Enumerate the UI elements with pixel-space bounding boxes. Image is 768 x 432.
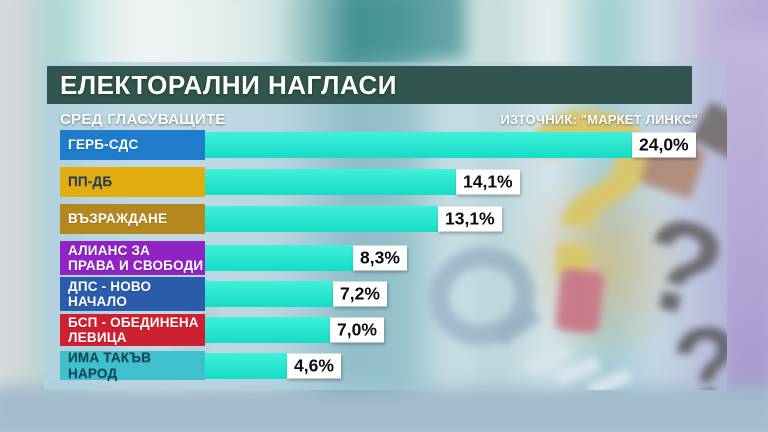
party-label-line: ИМА ТАКЪВ	[68, 350, 152, 366]
party-label-box: БСП - ОБЕДИНЕНА ЛЕВИЦА	[60, 314, 205, 346]
chart-subtitle: СРЕД ГЛАСУВАЩИТЕ	[60, 110, 226, 128]
subtitle-row: СРЕД ГЛАСУВАЩИТЕ ИЗТОЧНИК: "МАРКЕТ ЛИНКС…	[60, 108, 698, 130]
party-row: ИМА ТАКЪВ НАРОД 4,6%	[44, 350, 727, 381]
result-value: 24,0%	[632, 132, 696, 158]
result-value: 14,1%	[456, 169, 520, 195]
party-label-box: ВЪЗРАЖДАНЕ	[60, 204, 205, 234]
result-value: 7,0%	[330, 317, 384, 343]
background-bottom-band	[0, 386, 768, 432]
background-teal-band	[346, 0, 466, 61]
source-label: ИЗТОЧНИК: "МАРКЕТ ЛИНКС"	[500, 111, 698, 127]
party-label-box: ПП-ДБ	[60, 167, 205, 197]
party-label-line: ПРАВА И СВОБОДИ	[68, 258, 204, 273]
result-bar	[205, 352, 287, 379]
result-value: 13,1%	[438, 206, 502, 232]
result-bar	[205, 281, 333, 307]
background-lavender-strip	[724, 32, 768, 392]
party-label-box: ГЕРБ-СДС	[60, 130, 205, 160]
party-label-line: БСП - ОБЕДИНЕНА	[68, 314, 199, 330]
chart-panel: ? ? ? ЕЛЕКТОРАЛНИ НАГЛАСИ СРЕД ГЛАСУВАЩИ…	[44, 62, 727, 390]
result-bar	[205, 169, 456, 195]
party-label-line: ВЪЗРАЖДАНЕ	[68, 211, 168, 227]
result-value: 4,6%	[287, 353, 341, 378]
party-label-line: ЛЕВИЦА	[68, 330, 127, 345]
party-label-line: ГЕРБ-СДС	[68, 137, 139, 153]
result-value: 7,2%	[333, 281, 387, 307]
party-label-line: ПП-ДБ	[68, 174, 113, 190]
party-row: ВЪЗРАЖДАНЕ 13,1%	[44, 204, 727, 234]
party-label-box: АЛИАНС ЗА ПРАВА И СВОБОДИ	[60, 241, 205, 275]
party-label-line: АЛИАНС ЗА	[68, 242, 151, 258]
result-bar	[205, 245, 353, 271]
party-row: АЛИАНС ЗА ПРАВА И СВОБОДИ 8,3%	[44, 241, 727, 275]
result-bar	[205, 317, 330, 343]
party-label-line: НАРОД	[68, 365, 118, 381]
result-bar	[205, 132, 632, 158]
party-row: ПП-ДБ 14,1%	[44, 167, 727, 197]
party-row: ГЕРБ-СДС 24,0%	[44, 130, 727, 160]
chart-title-bar: ЕЛЕКТОРАЛНИ НАГЛАСИ	[47, 66, 692, 104]
result-bar	[205, 206, 438, 232]
party-label-line: НАЧАЛО	[68, 294, 128, 309]
bar-rows: ГЕРБ-СДС 24,0% ПП-ДБ 14,1% ВЪЗРАЖДАНЕ 13,1% АЛ…	[44, 62, 727, 390]
page-title: ЕЛЕКТОРАЛНИ НАГЛАСИ	[60, 69, 397, 100]
party-label-line: ДПС - НОВО	[68, 278, 152, 294]
party-label-box: ДПС - НОВО НАЧАЛО	[60, 277, 205, 311]
party-row: ДПС - НОВО НАЧАЛО 7,2%	[44, 277, 727, 311]
party-label-box: ИМА ТАКЪВ НАРОД	[60, 350, 205, 381]
result-value: 8,3%	[353, 245, 407, 271]
party-row: БСП - ОБЕДИНЕНА ЛЕВИЦА 7,0%	[44, 314, 727, 346]
